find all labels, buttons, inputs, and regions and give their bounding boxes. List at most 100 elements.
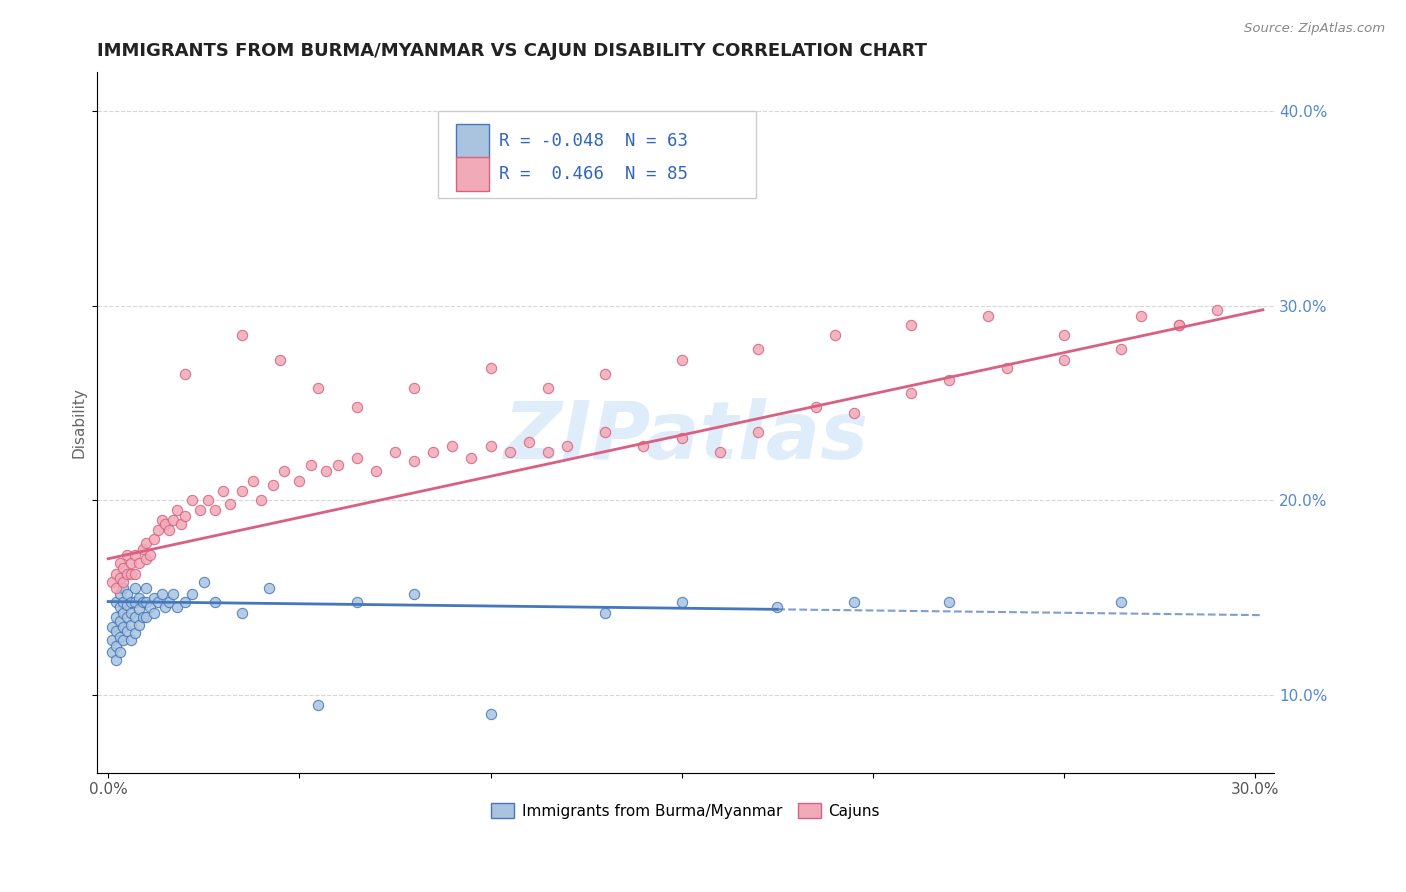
Point xyxy=(747,342,769,356)
Point xyxy=(120,606,142,620)
Point xyxy=(1129,309,1152,323)
Point xyxy=(143,606,166,620)
Point xyxy=(128,591,150,605)
Point xyxy=(181,493,204,508)
Point xyxy=(747,425,769,440)
Point xyxy=(211,483,233,498)
Point xyxy=(135,594,157,608)
Point xyxy=(104,624,127,638)
Point xyxy=(131,542,153,557)
Point xyxy=(108,645,131,659)
Point xyxy=(900,318,922,333)
Point xyxy=(346,594,368,608)
Point xyxy=(479,707,502,722)
Point xyxy=(173,594,195,608)
Point xyxy=(120,556,142,570)
Point xyxy=(633,439,655,453)
Point xyxy=(117,599,139,613)
Point xyxy=(112,594,135,608)
Point xyxy=(101,633,124,648)
Point xyxy=(593,606,616,620)
Point xyxy=(384,444,406,458)
Point xyxy=(555,439,578,453)
Point xyxy=(231,328,253,343)
Point xyxy=(120,567,142,582)
Point xyxy=(193,575,215,590)
Point xyxy=(671,431,693,445)
Point xyxy=(1053,328,1076,343)
Point xyxy=(157,594,180,608)
Point xyxy=(112,633,135,648)
Point xyxy=(108,600,131,615)
Point xyxy=(900,386,922,401)
Point xyxy=(112,575,135,590)
FancyBboxPatch shape xyxy=(456,124,489,158)
Y-axis label: Disability: Disability xyxy=(72,387,86,458)
Point xyxy=(104,581,127,595)
Point xyxy=(124,610,146,624)
Point xyxy=(108,630,131,644)
Point xyxy=(402,454,425,468)
Point xyxy=(231,483,253,498)
Point xyxy=(402,380,425,394)
Point xyxy=(938,594,960,608)
Point xyxy=(938,373,960,387)
Point xyxy=(112,561,135,575)
Point xyxy=(346,400,368,414)
Point xyxy=(128,556,150,570)
Point xyxy=(131,594,153,608)
Point xyxy=(101,645,124,659)
Point xyxy=(498,444,520,458)
Point xyxy=(441,439,464,453)
Point xyxy=(273,464,295,478)
Point xyxy=(112,620,135,634)
Point xyxy=(307,380,329,394)
Point xyxy=(315,464,337,478)
Point xyxy=(204,503,226,517)
Point xyxy=(143,591,166,605)
Point xyxy=(135,536,157,550)
Point xyxy=(299,458,322,473)
Point xyxy=(157,523,180,537)
Point xyxy=(139,600,162,615)
Point xyxy=(112,581,135,595)
Point xyxy=(135,581,157,595)
Point xyxy=(517,435,540,450)
Point xyxy=(188,503,211,517)
Point xyxy=(143,533,166,547)
Point xyxy=(593,425,616,440)
Point xyxy=(593,367,616,381)
Point xyxy=(162,587,184,601)
Point xyxy=(842,594,865,608)
Point xyxy=(120,618,142,632)
Point xyxy=(422,444,444,458)
Point xyxy=(709,444,731,458)
Point xyxy=(1111,594,1133,608)
Point xyxy=(120,594,142,608)
Point xyxy=(288,474,311,488)
Point xyxy=(460,450,482,465)
Point xyxy=(104,567,127,582)
Point xyxy=(146,523,169,537)
Point xyxy=(1167,318,1189,333)
Point xyxy=(995,361,1018,376)
Point xyxy=(842,406,865,420)
Point xyxy=(120,633,142,648)
Point xyxy=(976,309,998,323)
Text: R = -0.048  N = 63: R = -0.048 N = 63 xyxy=(499,132,689,150)
Point xyxy=(173,367,195,381)
Point xyxy=(346,450,368,465)
Point xyxy=(108,571,131,585)
Point xyxy=(117,610,139,624)
Point xyxy=(135,610,157,624)
Point xyxy=(124,625,146,640)
Point xyxy=(124,548,146,562)
Point xyxy=(242,474,264,488)
Text: R =  0.466  N = 85: R = 0.466 N = 85 xyxy=(499,165,689,183)
Point xyxy=(155,516,177,531)
FancyBboxPatch shape xyxy=(439,111,756,199)
Point xyxy=(124,567,146,582)
Point xyxy=(117,567,139,582)
Point xyxy=(139,548,162,562)
Point xyxy=(150,513,173,527)
